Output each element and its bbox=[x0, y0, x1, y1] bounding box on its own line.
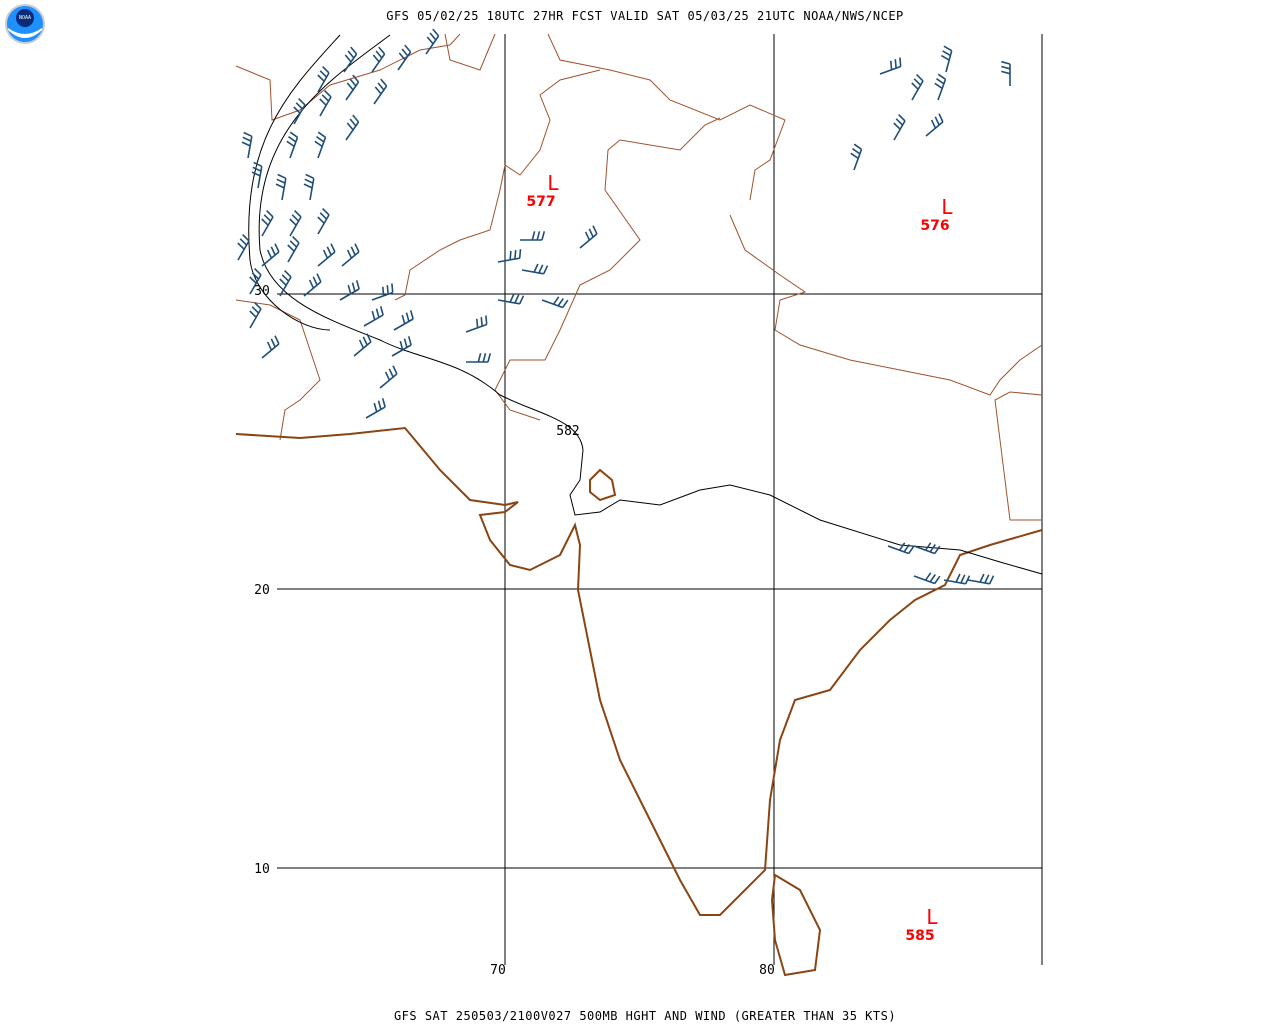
wind-barb bbox=[521, 263, 549, 275]
wind-barb bbox=[391, 336, 412, 357]
wind-barb bbox=[967, 573, 995, 585]
wind-barb bbox=[345, 74, 360, 101]
wind-barb bbox=[579, 225, 598, 249]
coastline bbox=[235, 426, 1043, 977]
wind-barb bbox=[261, 335, 280, 359]
wind-barb bbox=[887, 542, 915, 555]
lat-label: 20 bbox=[254, 583, 270, 598]
wind-barb bbox=[289, 210, 302, 237]
wind-barb bbox=[925, 113, 944, 137]
wind-barb bbox=[279, 270, 292, 297]
wind-barb bbox=[249, 302, 262, 329]
wind-barb bbox=[317, 208, 330, 235]
wind-barb bbox=[261, 210, 274, 237]
wind-barb bbox=[303, 173, 315, 201]
map-title: GFS 05/02/25 18UTC 27HR FCST VALID SAT 0… bbox=[386, 9, 904, 23]
wind-barb bbox=[541, 296, 569, 309]
wind-barb bbox=[497, 293, 525, 305]
wind-barb bbox=[520, 231, 546, 241]
wind-barb bbox=[913, 542, 941, 555]
wind-barb bbox=[913, 572, 941, 585]
graticule bbox=[277, 34, 1043, 965]
wind-barb bbox=[371, 283, 394, 301]
noaa-logo: NOAA bbox=[5, 4, 45, 44]
wind-barb bbox=[850, 143, 863, 171]
wind-barb bbox=[261, 243, 280, 267]
wind-barb bbox=[343, 46, 358, 73]
wind-barb bbox=[317, 66, 330, 93]
wind-barb bbox=[353, 333, 372, 357]
wind-barb bbox=[393, 310, 414, 331]
wind-barb bbox=[934, 73, 947, 101]
lat-label: 10 bbox=[254, 862, 270, 877]
wind-barb bbox=[397, 44, 412, 71]
lon-label: 80 bbox=[759, 963, 775, 978]
wind-barb bbox=[314, 131, 327, 159]
wind-barb bbox=[345, 114, 360, 141]
wind-barb bbox=[373, 78, 388, 105]
height-contours bbox=[248, 34, 1043, 575]
wind-barb bbox=[286, 131, 299, 159]
low-value: 577 bbox=[526, 194, 555, 210]
wind-barb bbox=[249, 268, 262, 295]
wind-barb bbox=[1001, 60, 1011, 86]
wind-barb bbox=[287, 236, 300, 263]
wind-barb bbox=[911, 74, 924, 101]
wind-barb bbox=[943, 573, 971, 585]
wind-barb bbox=[941, 45, 953, 73]
wind-barb bbox=[371, 46, 386, 73]
wind-barb bbox=[275, 173, 287, 201]
wind-barb bbox=[303, 273, 322, 297]
wind-barb bbox=[425, 28, 440, 55]
wind-barb bbox=[879, 57, 902, 75]
low-value: 576 bbox=[920, 218, 949, 234]
wind-barb bbox=[341, 243, 360, 267]
wind-barb bbox=[319, 90, 332, 117]
wind-barb bbox=[893, 114, 906, 141]
low-symbol: L bbox=[941, 195, 953, 219]
wind-barb bbox=[497, 249, 522, 263]
wind-barb bbox=[241, 131, 253, 159]
wind-barb bbox=[339, 280, 360, 301]
wind-barb bbox=[363, 306, 384, 327]
wind-barb bbox=[237, 234, 250, 261]
wind-barbs bbox=[237, 28, 1011, 585]
contour-label: 582 bbox=[556, 424, 579, 439]
wind-barb bbox=[466, 353, 492, 363]
logo-text: NOAA bbox=[19, 15, 31, 21]
map-footer: GFS SAT 250503/2100V027 500MB HGHT AND W… bbox=[394, 1009, 896, 1023]
low-symbol: L bbox=[926, 905, 938, 929]
lat-label: 30 bbox=[254, 284, 270, 299]
wind-barb bbox=[365, 398, 386, 419]
lon-label: 70 bbox=[490, 963, 506, 978]
wind-barb bbox=[251, 161, 263, 189]
borders bbox=[235, 33, 1043, 521]
wind-barb bbox=[379, 365, 398, 389]
low-value: 585 bbox=[905, 928, 934, 944]
wind-barb bbox=[293, 98, 306, 125]
low-symbol: L bbox=[547, 171, 559, 195]
wind-barb bbox=[465, 315, 488, 333]
wind-barb bbox=[317, 243, 336, 267]
